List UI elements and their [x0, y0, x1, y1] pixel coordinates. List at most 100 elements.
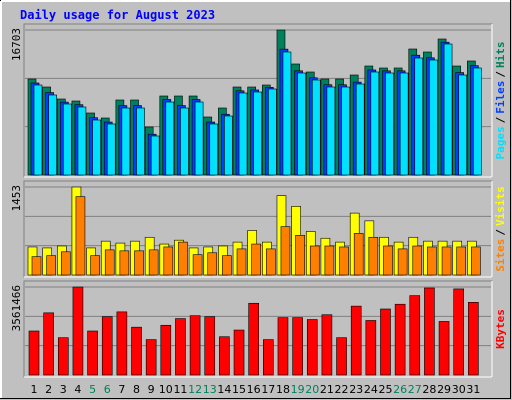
x-tick-label: 20 — [305, 383, 319, 396]
bar — [355, 83, 365, 176]
bar — [233, 329, 245, 376]
bar — [178, 241, 188, 276]
bar — [43, 312, 54, 376]
x-tick-label: 6 — [104, 383, 111, 396]
x-tick-label: 18 — [276, 383, 290, 396]
x-tick-label: 13 — [203, 383, 217, 396]
bar — [394, 303, 406, 376]
bar — [224, 115, 233, 176]
bar — [339, 246, 349, 276]
bar — [368, 236, 379, 276]
bar — [222, 255, 232, 276]
bar — [106, 123, 116, 176]
bar — [473, 67, 482, 176]
x-tick-label: 21 — [320, 383, 334, 396]
bar — [336, 337, 347, 376]
legend-separator: / — [494, 116, 507, 123]
legend: Pages / Files / Hits — [494, 42, 507, 160]
x-tick-label: 10 — [159, 383, 173, 396]
bar — [116, 311, 128, 376]
bar — [238, 92, 248, 176]
bar — [456, 246, 467, 276]
bar — [189, 315, 201, 376]
bar — [292, 317, 303, 376]
bar — [28, 330, 40, 376]
bar — [429, 59, 438, 176]
bar — [62, 103, 72, 176]
bar — [160, 324, 172, 376]
bar — [263, 339, 274, 376]
x-tick-label: 1 — [31, 383, 38, 396]
x-tick-label: 16 — [247, 383, 261, 396]
bar — [136, 107, 145, 176]
x-tick-label: 15 — [232, 383, 246, 396]
legend-entry: Visits — [494, 186, 507, 226]
x-tick-label: 26 — [393, 383, 407, 396]
bar — [163, 246, 174, 276]
bar — [204, 316, 216, 376]
bar — [175, 318, 186, 376]
bar — [383, 245, 393, 276]
bar — [209, 123, 219, 176]
legend-entry: Sites — [494, 239, 507, 272]
legend: Sites / Visits — [494, 186, 507, 272]
bar — [268, 88, 277, 176]
bar — [414, 57, 424, 176]
bar — [399, 72, 409, 176]
bar — [443, 43, 453, 176]
legend-separator: / — [494, 71, 507, 78]
bar — [280, 226, 291, 276]
bar — [471, 246, 481, 276]
bar — [75, 196, 86, 276]
y-tick-label: 3561466 — [10, 285, 23, 331]
bar — [92, 119, 101, 176]
bar — [121, 107, 131, 176]
bar — [266, 248, 276, 276]
bar — [365, 320, 377, 376]
y-tick-label: 1453 — [10, 185, 23, 212]
bar — [412, 245, 423, 276]
bar — [104, 249, 115, 276]
x-tick-label: 12 — [188, 383, 202, 396]
bar — [119, 250, 130, 276]
x-tick-label: 3 — [60, 383, 67, 396]
bar — [324, 245, 335, 276]
bar — [321, 314, 333, 376]
bar — [192, 254, 203, 276]
bar — [145, 339, 157, 376]
x-tick-label: 4 — [74, 383, 81, 396]
bar — [148, 249, 159, 276]
bar — [350, 305, 362, 376]
bar — [282, 51, 292, 176]
x-tick-label: 7 — [118, 383, 125, 396]
bar — [341, 86, 350, 176]
bar — [380, 308, 391, 376]
bar — [90, 255, 100, 276]
bar — [57, 337, 69, 376]
bar — [46, 255, 56, 276]
bar — [60, 251, 71, 276]
bar — [194, 101, 204, 176]
x-tick-label: 17 — [261, 383, 275, 396]
x-tick-label: 5 — [89, 383, 96, 396]
bar — [458, 74, 468, 176]
legend-entry: Pages — [494, 126, 507, 159]
bar — [438, 321, 450, 376]
bar — [427, 246, 437, 276]
bar — [87, 330, 98, 376]
legend: KBytes — [494, 309, 507, 349]
bar — [306, 319, 318, 376]
bar — [353, 233, 364, 276]
x-tick-label: 24 — [364, 383, 378, 396]
bar — [385, 72, 394, 176]
x-tick-label: 30 — [452, 383, 466, 396]
x-tick-label: 22 — [335, 383, 349, 396]
bar — [48, 94, 57, 176]
bar — [309, 245, 320, 276]
bar — [311, 79, 321, 176]
x-tick-label: 8 — [133, 383, 140, 396]
bar — [236, 248, 247, 276]
bar — [253, 91, 262, 176]
bar — [33, 84, 43, 176]
